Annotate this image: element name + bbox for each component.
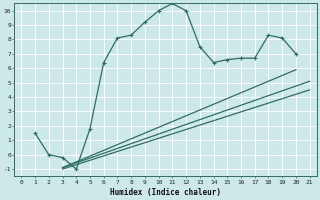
X-axis label: Humidex (Indice chaleur): Humidex (Indice chaleur) bbox=[110, 188, 221, 197]
